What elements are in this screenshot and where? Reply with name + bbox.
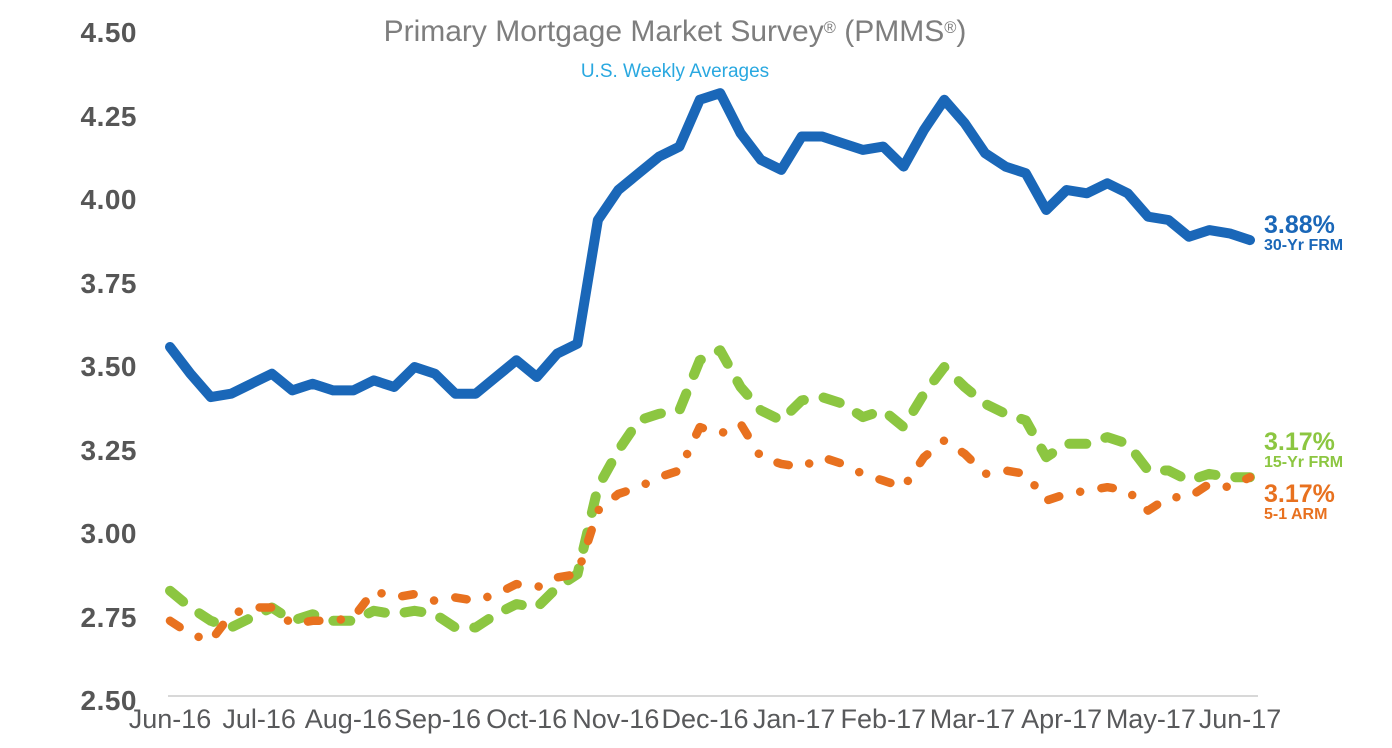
x-tick-label: Apr-17: [1021, 704, 1103, 734]
x-tick-label: Oct-16: [486, 704, 568, 734]
registered-trademark-icon: ®: [944, 18, 957, 37]
x-axis-line: [168, 695, 1258, 697]
series-value-15-yr-frm: 3.17%: [1264, 428, 1335, 456]
y-tick-label: 2.50: [80, 685, 137, 716]
series-end-label-5-1-arm: 3.17% 5-1 ARM: [1264, 481, 1335, 524]
y-tick-label: 3.50: [80, 351, 137, 382]
series-line-30-yr-frm: [165, 88, 1255, 403]
y-tick-label: 3.75: [80, 267, 137, 299]
chart-title-text: Primary Mortgage Market Survey: [383, 15, 824, 48]
x-tick-label: Jun-17: [1198, 704, 1282, 734]
series-name-5-1-arm: 5-1 ARM: [1264, 506, 1328, 524]
series-line-5-1-arm: [165, 419, 1255, 646]
series-name-30-yr-frm: 30-Yr FRM: [1264, 237, 1344, 255]
series-end-label-15-yr-frm: 3.17% 15-Yr FRM: [1264, 429, 1343, 472]
series-value-30-yr-frm: 3.88%: [1264, 211, 1335, 239]
y-tick-label: 3.25: [80, 434, 137, 466]
chart-subtitle: U.S. Weekly Averages: [580, 61, 770, 82]
y-tick-label: 3.00: [80, 518, 137, 549]
chart-title-close-paren: ): [956, 15, 967, 48]
x-tick-label: May-17: [1105, 704, 1196, 734]
x-tick-label: Jan-17: [752, 704, 836, 734]
registered-trademark-icon: ®: [823, 18, 836, 37]
x-tick-label: Nov-16: [572, 704, 660, 734]
y-tick-label: 4.25: [80, 100, 137, 132]
series-value-5-1-arm: 3.17%: [1264, 480, 1335, 508]
x-tick-label: Jul-16: [222, 704, 296, 734]
y-tick-label: 4.50: [80, 17, 137, 48]
x-tick-label: Dec-16: [661, 704, 749, 734]
x-tick-label: Mar-17: [929, 704, 1016, 734]
series-end-label-30-yr-frm: 3.88% 30-Yr FRM: [1264, 212, 1343, 255]
chart-title-pmms: (PMMS: [835, 15, 945, 48]
series-name-15-yr-frm: 15-Yr FRM: [1264, 454, 1344, 472]
x-tick-label: Aug-16: [304, 704, 392, 734]
chart-title: Primary Mortgage Market Survey® (PMMS®): [170, 14, 1180, 50]
series-line-15-yr-frm: [165, 345, 1255, 633]
y-tick-label: 4.00: [80, 184, 137, 215]
x-tick-label: Sep-16: [393, 704, 482, 734]
x-tick-label: Feb-17: [840, 704, 927, 734]
y-tick-label: 2.75: [80, 601, 137, 633]
x-tick-label: Jun-16: [128, 704, 212, 734]
